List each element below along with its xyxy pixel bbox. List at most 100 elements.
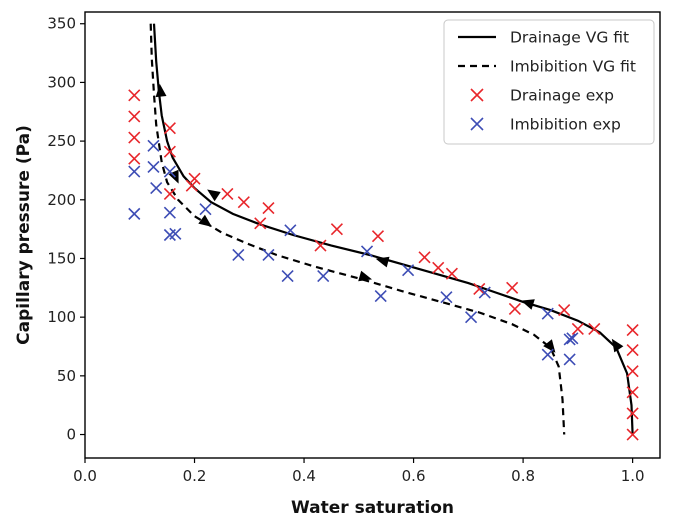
drainage-exp-point	[163, 187, 176, 200]
legend-label: Drainage exp	[510, 87, 614, 105]
drainage-exp-point	[330, 223, 343, 236]
imbibition-exp-point	[147, 160, 160, 173]
legend-label: Imbibition exp	[510, 116, 621, 134]
drainage-exp-point	[128, 131, 141, 144]
x-tick-label: 0.0	[73, 467, 97, 485]
drainage-exp-point	[626, 428, 639, 441]
y-tick-label: 150	[47, 249, 76, 267]
y-tick-label: 0	[66, 426, 76, 444]
drainage-exp-point	[506, 281, 519, 294]
x-tick-label: 1.0	[621, 467, 645, 485]
imbibition-exp-point	[563, 353, 576, 366]
x-axis: 0.0 0.2 0.4 0.6 0.8 1.0	[73, 458, 645, 485]
drainage-exp-point	[626, 407, 639, 420]
drainage-exp-point	[188, 172, 201, 185]
legend-label: Imbibition VG fit	[510, 58, 636, 76]
y-tick-label: 350	[47, 15, 76, 33]
imbibition-exp-point	[440, 291, 453, 304]
drainage-exp-point	[185, 179, 198, 192]
drainage-exp-point	[163, 122, 176, 135]
imbibition-exp-point	[374, 289, 387, 303]
drainage-exp-point	[626, 386, 639, 399]
imbibition-vg-fit-arrow	[358, 270, 372, 282]
imbibition-exp-point	[128, 165, 141, 178]
series-imbibition-exp	[128, 139, 579, 366]
legend-item-drainage-vg-fit: Drainage VG fit	[458, 29, 629, 47]
drainage-exp-point	[626, 343, 639, 357]
y-tick-label: 300	[47, 73, 76, 91]
imbibition-exp-point	[232, 248, 245, 262]
drainage-exp-point	[237, 196, 250, 209]
drainage-exp-point	[558, 304, 571, 317]
imbibition-exp-point	[478, 286, 491, 299]
imbibition-exp-point	[163, 206, 176, 219]
drainage-exp-point	[445, 267, 458, 280]
y-axis-title: Capillary pressure (Pa)	[14, 125, 34, 345]
x-axis-title: Water saturation	[291, 498, 454, 518]
drainage-exp-point	[371, 230, 385, 243]
legend-label: Drainage VG fit	[510, 29, 629, 47]
drainage-exp-point	[262, 201, 275, 215]
y-tick-label: 100	[47, 308, 76, 326]
drainage-exp-point	[254, 217, 267, 230]
imbibition-exp-point	[541, 307, 554, 320]
legend-item-imbibition-vg-fit: Imbibition VG fit	[458, 58, 636, 76]
drainage-exp-point	[128, 110, 141, 123]
y-tick-label: 250	[47, 132, 76, 150]
drainage-exp-point	[221, 187, 234, 200]
drainage-exp-point	[418, 251, 431, 264]
legend-item-drainage-exp: Drainage exp	[470, 87, 614, 105]
drainage-exp-point	[588, 322, 601, 335]
drainage-exp-point	[314, 239, 327, 252]
drainage-exp-point	[508, 302, 521, 316]
y-tick-label: 50	[57, 367, 76, 385]
imbibition-exp-point	[147, 139, 160, 152]
legend: Drainage VG fit Imbibition VG fit Drainage…	[443, 19, 655, 145]
imbibition-exp-point	[169, 227, 182, 240]
drainage-vg-fit-arrow	[375, 256, 390, 268]
plot-frame	[84, 11, 661, 459]
imbibition-exp-point	[163, 165, 176, 178]
legend-x-marker	[470, 88, 484, 102]
drainage-exp-point	[432, 261, 445, 274]
x-tick-label: 0.8	[511, 467, 535, 485]
imbibition-exp-point	[317, 270, 330, 283]
imbibition-exp-point	[465, 311, 478, 324]
drainage-vg-fit-arrow	[155, 83, 167, 98]
x-tick-label: 0.6	[402, 467, 426, 485]
imbibition-exp-point	[541, 348, 554, 361]
x-tick-label: 0.4	[292, 467, 316, 485]
drainage-exp-point	[473, 282, 486, 296]
legend-item-imbibition-exp: Imbibition exp	[470, 116, 621, 134]
imbibition-exp-point	[284, 224, 297, 237]
drainage-exp-point	[163, 145, 176, 158]
imbibition-exp-point	[563, 333, 576, 346]
drainage-exp-point	[128, 89, 141, 102]
imbibition-exp-point	[199, 203, 212, 216]
drainage-exp-point	[128, 152, 141, 165]
y-axis: 0 50 100 150 200 250 300 350	[47, 15, 85, 444]
imbibition-exp-point	[262, 248, 275, 262]
y-tick-label: 200	[47, 191, 76, 209]
imbibition-vg-fit-arrow	[543, 339, 556, 353]
drainage-vg-fit-arrow	[611, 338, 624, 353]
drainage-exp-point	[626, 324, 639, 337]
imbibition-exp-point	[281, 270, 294, 283]
imbibition-vg-fit-arrow	[198, 214, 212, 227]
legend-x-marker	[470, 117, 484, 131]
imbibition-vg-fit-line	[149, 23, 566, 435]
plot-content	[128, 23, 639, 441]
imbibition-exp-point	[360, 245, 374, 258]
drainage-exp-point	[626, 365, 639, 378]
imbibition-exp-point	[128, 207, 141, 220]
imbibition-exp-point	[566, 332, 579, 345]
x-tick-label: 0.2	[183, 467, 207, 485]
imbibition-exp-point	[150, 181, 163, 195]
imbibition-exp-point	[402, 264, 415, 277]
legend-box	[443, 19, 655, 145]
drainage-exp-point	[571, 322, 584, 335]
series-drainage-exp	[128, 89, 639, 441]
drainage-vg-fit-arrow	[207, 189, 221, 202]
drainage-vg-fit-arrow	[521, 299, 535, 310]
